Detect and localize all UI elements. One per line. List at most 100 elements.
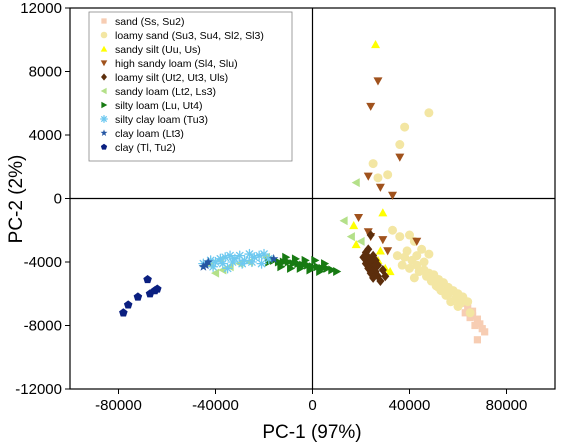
data-point [119, 308, 128, 317]
data-point [473, 315, 481, 323]
data-point [476, 320, 484, 328]
data-point [405, 263, 414, 273]
data-point [284, 257, 293, 267]
data-point [388, 191, 398, 200]
data-point [256, 258, 267, 269]
data-point [455, 298, 465, 308]
x-tick-label: -40000 [192, 397, 239, 414]
legend-label: loamy sand (Su3, Su4, Sl2, Sl3) [115, 30, 264, 42]
data-point [388, 225, 398, 235]
data-point [203, 257, 213, 266]
data-point [463, 297, 473, 307]
data-point [356, 236, 365, 246]
series-triangle-down [354, 77, 422, 256]
data-point [466, 313, 474, 322]
y-axis-label: PC-2 (2%) [6, 155, 27, 244]
data-point [421, 271, 431, 281]
legend-label: high sandy loam (Sl4, Slu) [115, 58, 238, 70]
data-point [400, 122, 410, 132]
x-tick-labels: -80000 -40000 0 40000 80000 [95, 397, 527, 414]
legend-label: silty clay loam (Tu3) [115, 114, 208, 126]
data-point [268, 253, 279, 263]
data-point [414, 267, 424, 277]
data-point-stroke [226, 251, 234, 260]
series-star [198, 253, 279, 271]
legend-marker [101, 101, 108, 109]
data-point [289, 259, 298, 269]
data-point-stroke [223, 264, 232, 273]
legend-marker [101, 73, 107, 81]
data-point [363, 172, 373, 181]
legend-label: clay (Tl, Tu2) [115, 142, 176, 154]
data-point [291, 254, 301, 264]
data-point [368, 159, 378, 169]
data-point [395, 232, 405, 242]
data-point [321, 259, 330, 269]
data-point [279, 257, 288, 267]
data-point-stroke [228, 258, 237, 266]
data-point [371, 40, 381, 49]
data-series [119, 40, 489, 344]
legend-marker [100, 115, 108, 123]
data-point [346, 232, 355, 242]
data-point [419, 257, 429, 267]
legend-marker [101, 18, 107, 24]
data-point [123, 300, 133, 309]
data-point [424, 108, 434, 118]
series-triangle-right [265, 252, 342, 277]
legend-marker [100, 129, 108, 136]
data-point [211, 268, 220, 278]
data-point [397, 260, 407, 270]
legend-marker [100, 87, 107, 95]
legend-marker [100, 60, 108, 67]
data-point [364, 244, 373, 255]
data-point [263, 253, 275, 264]
legend-label: sandy loam (Lt2, Ls3) [115, 86, 216, 98]
legend-marker-stroke [101, 116, 107, 122]
data-point [366, 102, 376, 111]
data-point [465, 308, 475, 318]
y-tick-label: 12000 [20, 0, 62, 17]
data-point [306, 265, 315, 275]
data-point [294, 259, 303, 269]
data-point [296, 263, 305, 273]
legend-marker [100, 143, 108, 150]
data-point [473, 336, 481, 344]
x-tick-label: -80000 [95, 397, 142, 414]
series-asterisk [198, 248, 275, 274]
data-point [378, 236, 388, 245]
y-tick-labels: -12000 -8000 -4000 0 4000 8000 12000 [15, 0, 62, 398]
data-point [363, 228, 373, 237]
data-point [351, 240, 361, 249]
data-point [227, 256, 238, 268]
data-point [375, 183, 385, 192]
series-circle [368, 108, 475, 318]
data-point-stroke [238, 259, 247, 268]
data-point [464, 304, 472, 312]
legend-label: sand (Ss, Su2) [115, 16, 184, 28]
data-point-stroke [257, 259, 266, 268]
data-point [301, 255, 310, 265]
data-point [207, 261, 219, 272]
data-point [395, 153, 405, 162]
data-point [354, 213, 364, 223]
data-point [316, 267, 325, 277]
legend: sand (Ss, Su2) loamy sand (Su3, Su4, Sl2,… [88, 11, 293, 162]
data-point [417, 244, 427, 254]
data-point [383, 170, 393, 180]
y-tick-label: 4000 [29, 127, 62, 144]
data-point [349, 220, 359, 230]
legend-label: loamy silt (Ut2, Ut3, Uls) [115, 72, 228, 84]
data-point-stroke [260, 250, 268, 258]
data-point [287, 263, 296, 273]
data-point [409, 273, 419, 283]
x-tick-label: 40000 [389, 397, 431, 414]
legend-label: silty loam (Lu, Ut4) [115, 100, 203, 112]
data-point [481, 328, 489, 336]
data-point [351, 178, 360, 188]
y-tick-label: -8000 [24, 318, 62, 335]
data-point [133, 292, 143, 301]
data-point [443, 289, 453, 299]
data-point [405, 230, 414, 240]
